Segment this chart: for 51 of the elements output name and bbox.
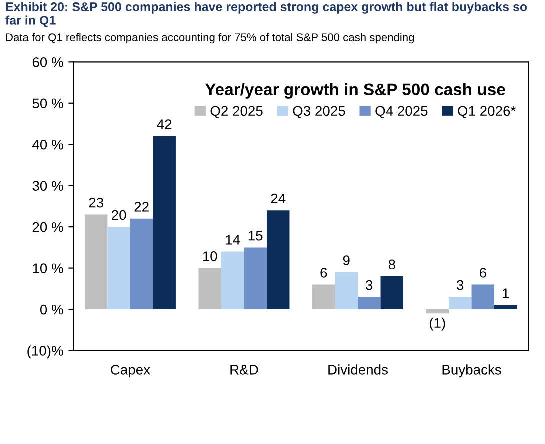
bar <box>198 268 222 310</box>
bar <box>494 305 518 310</box>
bar <box>244 248 267 310</box>
bar <box>358 297 381 310</box>
x-tick-label: Capex <box>111 365 150 378</box>
bar <box>108 227 130 310</box>
data-label: 20 <box>112 210 126 220</box>
legend-title: Year/year growth in S&P 500 cash use <box>205 83 506 99</box>
data-label: 3 <box>457 280 464 290</box>
x-tick-label: Dividends <box>328 364 388 375</box>
y-tick-label: 60 % <box>32 57 64 68</box>
legend-label: Q3 2025 <box>293 106 346 119</box>
data-label: 24 <box>271 194 286 204</box>
bar <box>380 276 404 310</box>
data-label: 9 <box>343 256 350 266</box>
bar <box>335 272 358 310</box>
bar <box>312 284 336 310</box>
y-tick-label: 10 % <box>33 264 64 274</box>
legend-label: Q1 2026* <box>458 106 516 119</box>
chart-subtitle: Data for Q1 reflects companies accounting for 75% of total S&P 500 cash spending <box>6 33 414 44</box>
data-label: 3 <box>366 280 373 290</box>
data-label: (1) <box>430 318 446 331</box>
y-tick-label: (10)% <box>28 346 64 359</box>
data-label: 6 <box>320 268 328 278</box>
bar <box>153 136 176 310</box>
data-label: 15 <box>248 231 263 241</box>
legend-label: Q4 2025 <box>376 106 428 119</box>
data-label: 8 <box>388 260 396 270</box>
data-label: 14 <box>226 235 240 245</box>
x-tick-label: R&D <box>230 365 258 375</box>
data-label: 10 <box>203 252 218 262</box>
bar <box>472 284 495 310</box>
y-tick-label: 40 % <box>32 140 64 150</box>
legend-label: Q2 2025 <box>210 106 263 119</box>
x-tick-label: Buybacks <box>442 364 502 378</box>
bar <box>221 252 244 310</box>
y-tick-label: 0 % <box>40 304 64 315</box>
bar <box>130 218 154 310</box>
bar <box>426 310 450 314</box>
data-label: 23 <box>89 198 104 208</box>
y-tick-label: 20 % <box>32 222 64 232</box>
bar <box>84 214 108 310</box>
data-label: 1 <box>503 288 510 298</box>
chart-title: Exhibit 20: S&P 500 companies have reported strong capex growth but flat buybacks so far in Q1 <box>6 2 528 28</box>
data-label: 6 <box>480 268 486 278</box>
y-tick-label: 50 % <box>32 98 64 109</box>
y-tick-label: 30 % <box>32 181 64 192</box>
bar <box>266 210 290 310</box>
bar <box>449 297 472 310</box>
data-label: 22 <box>134 202 149 212</box>
data-label: 42 <box>157 120 172 130</box>
